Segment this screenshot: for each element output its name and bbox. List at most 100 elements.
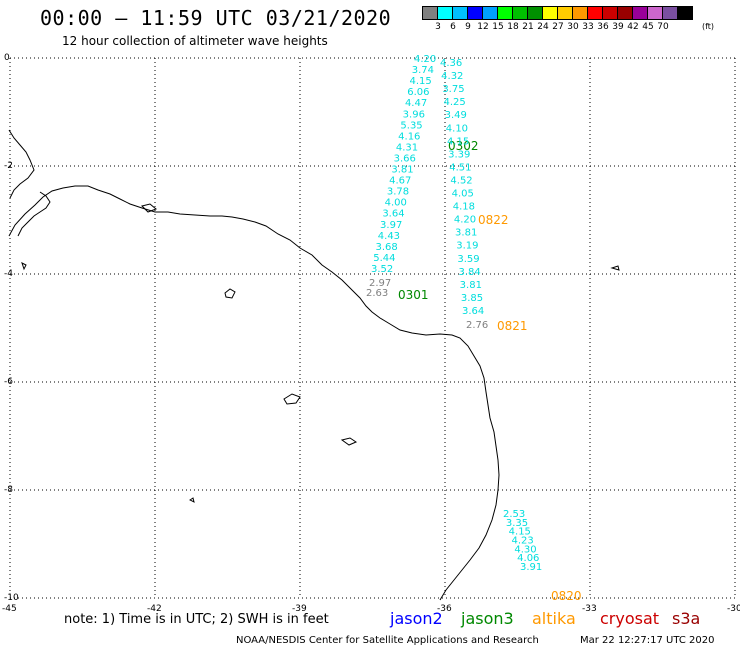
pass-time-label: 0822 — [478, 213, 509, 227]
wave-height-label: 3.59 — [457, 254, 479, 265]
wave-height-label: 3.75 — [442, 84, 464, 95]
island-1 — [224, 288, 236, 299]
wave-height-label: 4.67 — [389, 176, 411, 187]
wave-height-label: 4.32 — [441, 71, 463, 82]
wave-height-label: 4.15 — [509, 527, 531, 538]
longitude-tick-label: -30 — [727, 604, 740, 614]
legend-s3a: s3a — [672, 609, 701, 628]
wave-height-label: 4.25 — [443, 97, 465, 108]
track-altika: 2.76 0821 — [466, 319, 528, 333]
wave-height-label: 3.64 — [382, 209, 404, 220]
latitude-tick-label: -4 — [4, 269, 13, 279]
map-grid — [9, 57, 736, 599]
wave-height-label: 4.36 — [440, 58, 462, 69]
wave-height-label: 5.44 — [373, 253, 395, 264]
longitude-tick-label: -42 — [147, 604, 162, 614]
wave-height-label: 3.39 — [448, 149, 470, 160]
wave-height-label: 2.76 — [466, 320, 488, 331]
wave-height-label: 3.91 — [520, 562, 542, 573]
wave-height-label: 3.97 — [380, 220, 402, 231]
scale-label: 70 — [657, 22, 669, 32]
scale-label: 36 — [597, 22, 609, 32]
latitude-tick-label: -10 — [4, 593, 19, 603]
track-jason3: 4.203.744.156.064.473.965.354.164.313.66… — [371, 54, 479, 275]
pass-time-label: 0820 — [551, 589, 582, 603]
axis-labels: -45 -42 -39 -36 -33 -30 0 -2 -4 -6 -8 -10 — [2, 53, 740, 614]
wave-height-label: 4.51 — [449, 162, 471, 173]
wave-height-label: 4.18 — [453, 202, 475, 213]
wave-height-label: 4.10 — [446, 123, 468, 134]
coastline — [8, 185, 500, 601]
wave-height-label: 3.49 — [445, 110, 467, 121]
wave-height-label: 4.15 — [409, 76, 431, 87]
scale-label: 42 — [627, 22, 639, 32]
pass-time-label: 0302 — [448, 139, 479, 153]
wave-height-label: 2.97 — [369, 278, 391, 289]
scale-label: 45 — [642, 22, 654, 32]
island-3 — [340, 437, 358, 446]
wave-height-label: 3.19 — [456, 241, 478, 252]
scale-label: 30 — [567, 22, 579, 32]
wave-height-label: 4.06 — [517, 553, 539, 564]
wave-height-label: 3.85 — [461, 293, 483, 304]
wave-height-label: 4.20 — [454, 215, 476, 226]
wave-height-label: 3.78 — [387, 187, 409, 198]
wave-height-label: 4.30 — [514, 544, 536, 555]
wave-height-label: 3.64 — [462, 306, 484, 317]
coastline-northwest — [8, 129, 35, 199]
pass-time-label: 0301 — [398, 288, 429, 302]
scale-label: 18 — [507, 22, 519, 32]
wave-height-label: 3.35 — [506, 518, 528, 529]
wave-height-label: 2.63 — [366, 288, 388, 299]
coastline-island-west — [17, 191, 51, 237]
latitude-tick-label: -8 — [4, 485, 13, 495]
wave-height-label: 3.74 — [412, 65, 434, 76]
wave-height-label: 3.81 — [460, 280, 482, 291]
wave-height-label: 4.20 — [414, 54, 436, 65]
island-7 — [21, 262, 27, 271]
pass-time-label: 0821 — [497, 319, 528, 333]
wave-height-label: 4.05 — [452, 189, 474, 200]
page-subtitle: 12 hour collection of altimeter wave hei… — [62, 34, 328, 48]
scale-label: 3 — [435, 22, 441, 32]
longitude-tick-label: -36 — [437, 604, 452, 614]
wave-height-label: 4.23 — [512, 536, 534, 547]
scale-label: 9 — [465, 22, 471, 32]
wave-height-label: 4.15 — [447, 136, 469, 147]
track-altika: 4.36 4.32 3.75 4.25 3.49 4.10 4.15 3.39 4.51 4.52… — [440, 58, 509, 317]
wave-height-label: 3.68 — [376, 242, 398, 253]
island-5 — [610, 265, 620, 271]
wave-height-label: 3.52 — [371, 264, 393, 275]
wave-height-label: 6.06 — [407, 87, 429, 98]
longitude-tick-label: -45 — [2, 604, 17, 614]
latitude-tick-label: 0 — [4, 53, 10, 63]
island-6 — [189, 497, 195, 503]
wave-height-label: 3.81 — [391, 165, 413, 176]
wave-height-label: 4.43 — [378, 231, 400, 242]
longitude-tick-label: -39 — [292, 604, 307, 614]
altimeter-tracks: 4.203.744.156.064.473.965.354.164.313.66… — [366, 54, 582, 603]
footer-note: note: 1) Time is in UTC; 2) SWH is in fe… — [64, 612, 329, 627]
wave-height-label: 4.00 — [385, 198, 407, 209]
latitude-tick-label: -2 — [4, 161, 13, 171]
wave-height-label: 3.81 — [455, 228, 477, 239]
island-2 — [283, 393, 301, 405]
scale-label: 6 — [450, 22, 456, 32]
wave-height-label: 3.96 — [403, 109, 425, 120]
wave-height-label: 3.66 — [394, 153, 416, 164]
scale-label: 24 — [537, 22, 549, 32]
wave-height-label: 4.52 — [450, 175, 472, 186]
scale-unit: (ft) — [702, 22, 715, 31]
color-scale-boxes — [422, 6, 693, 20]
wave-height-label: 4.47 — [405, 98, 427, 109]
scale-swatch — [677, 6, 693, 20]
legend-jason2: jason2 — [390, 609, 443, 628]
wave-height-label: 4.31 — [396, 142, 418, 153]
island-4 — [141, 203, 157, 213]
longitude-tick-label: -33 — [582, 604, 597, 614]
scale-label: 39 — [612, 22, 624, 32]
wave-height-label: 5.35 — [400, 120, 422, 131]
wave-height-label: 3.84 — [459, 267, 481, 278]
legend-jason3: jason3 — [461, 609, 514, 628]
